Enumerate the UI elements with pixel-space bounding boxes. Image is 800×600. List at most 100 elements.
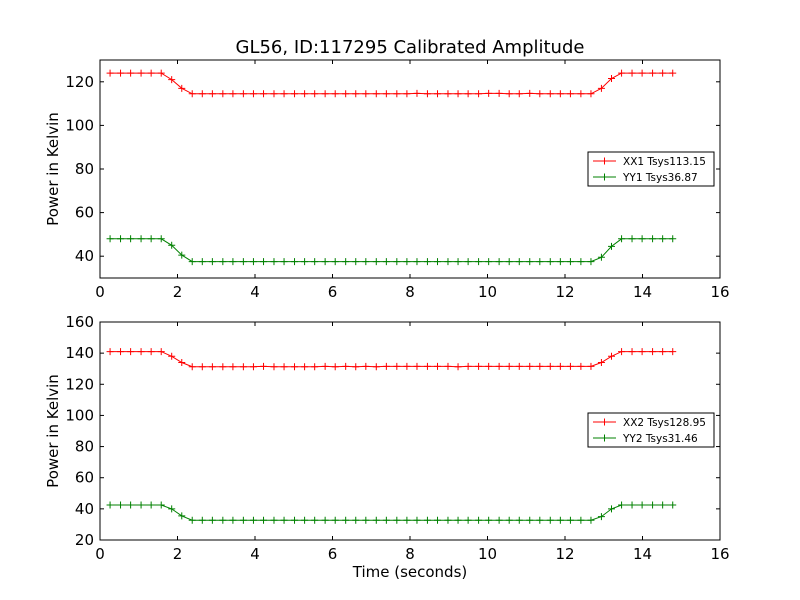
data-point-marker — [260, 362, 268, 370]
data-point-marker — [526, 89, 534, 97]
data-point-marker — [382, 258, 390, 266]
data-point-marker — [229, 258, 237, 266]
data-point-marker — [454, 258, 462, 266]
data-point-marker — [587, 362, 595, 370]
data-point-marker — [566, 90, 574, 98]
data-point-marker — [342, 258, 350, 266]
data-point-marker — [628, 69, 636, 77]
data-point-marker — [413, 258, 421, 266]
data-point-marker — [515, 258, 523, 266]
data-point-marker — [178, 512, 186, 520]
data-point-marker — [260, 516, 268, 524]
data-point-marker — [198, 258, 206, 266]
data-point-marker — [444, 362, 452, 370]
data-point-marker — [618, 501, 626, 509]
data-point-marker — [577, 362, 585, 370]
data-point-marker — [270, 363, 278, 371]
y-tick-label: 60 — [75, 469, 94, 487]
data-point-marker — [485, 89, 493, 97]
data-point-marker — [362, 516, 370, 524]
data-point-marker — [464, 516, 472, 524]
data-point-marker — [260, 90, 268, 98]
data-point-marker — [280, 363, 288, 371]
data-point-marker — [331, 258, 339, 266]
data-point-marker — [505, 258, 513, 266]
data-point-marker — [577, 258, 585, 266]
data-point-marker — [117, 348, 125, 356]
data-point-marker — [659, 69, 667, 77]
data-point-marker — [362, 362, 370, 370]
data-point-marker — [239, 90, 247, 98]
y-axis-label: Power in Kelvin — [44, 374, 62, 488]
data-point-marker — [638, 69, 646, 77]
data-point-marker — [526, 362, 534, 370]
x-tick-label: 2 — [173, 283, 183, 301]
data-point-marker — [577, 516, 585, 524]
data-point-marker — [597, 253, 605, 261]
data-point-marker — [536, 90, 544, 98]
data-point-marker — [147, 501, 155, 509]
x-tick-label: 16 — [710, 283, 729, 301]
y-tick-label: 100 — [65, 406, 94, 424]
data-point-marker — [475, 362, 483, 370]
data-point-marker — [393, 516, 401, 524]
data-point-marker — [127, 69, 135, 77]
data-point-marker — [669, 501, 677, 509]
data-point-marker — [515, 90, 523, 98]
data-point-marker — [352, 90, 360, 98]
data-point-marker — [536, 362, 544, 370]
data-point-marker — [577, 90, 585, 98]
x-tick-label: 8 — [405, 545, 415, 563]
x-tick-label: 8 — [405, 283, 415, 301]
data-point-marker — [413, 516, 421, 524]
data-point-marker — [608, 505, 615, 513]
data-point-marker — [280, 90, 288, 98]
y-tick-label: 100 — [65, 116, 94, 134]
data-point-marker — [321, 516, 329, 524]
data-point-marker — [618, 235, 626, 243]
data-point-marker — [372, 90, 380, 98]
data-point-marker — [403, 90, 411, 98]
data-point-marker — [649, 235, 657, 243]
data-point-marker — [536, 258, 544, 266]
data-point-marker — [198, 90, 206, 98]
data-point-marker — [301, 90, 309, 98]
data-point-marker — [321, 258, 329, 266]
data-point-marker — [423, 258, 431, 266]
legend-label: XX2 Tsys128.95 — [623, 417, 706, 429]
legend-label: YY1 Tsys36.87 — [622, 172, 698, 184]
data-point-marker — [382, 516, 390, 524]
data-point-marker — [352, 516, 360, 524]
x-tick-label: 12 — [555, 545, 574, 563]
data-point-marker — [546, 516, 554, 524]
legend-box — [587, 151, 715, 187]
legend-box — [587, 412, 715, 448]
data-point-marker — [331, 363, 339, 371]
data-point-marker — [239, 516, 247, 524]
data-point-marker — [669, 69, 677, 77]
x-tick-label: 0 — [95, 283, 105, 301]
data-point-marker — [382, 362, 390, 370]
data-point-marker — [219, 363, 227, 371]
data-point-marker — [178, 84, 186, 92]
data-point-marker — [208, 258, 216, 266]
data-point-marker — [331, 516, 339, 524]
data-point-marker — [291, 363, 299, 371]
data-point-marker — [147, 235, 155, 243]
y-tick-label: 140 — [65, 344, 94, 362]
data-point-marker — [311, 90, 319, 98]
data-point-marker — [495, 362, 503, 370]
data-point-marker — [454, 516, 462, 524]
data-point-marker — [423, 516, 431, 524]
data-point-marker — [556, 362, 564, 370]
data-point-marker — [157, 235, 165, 243]
data-point-marker — [291, 516, 299, 524]
data-point-marker — [454, 90, 462, 98]
data-point-marker — [260, 258, 268, 266]
data-point-marker — [608, 242, 615, 250]
data-point-marker — [618, 69, 626, 77]
data-point-marker — [117, 235, 125, 243]
data-point-marker — [331, 90, 339, 98]
x-tick-label: 0 — [95, 545, 105, 563]
